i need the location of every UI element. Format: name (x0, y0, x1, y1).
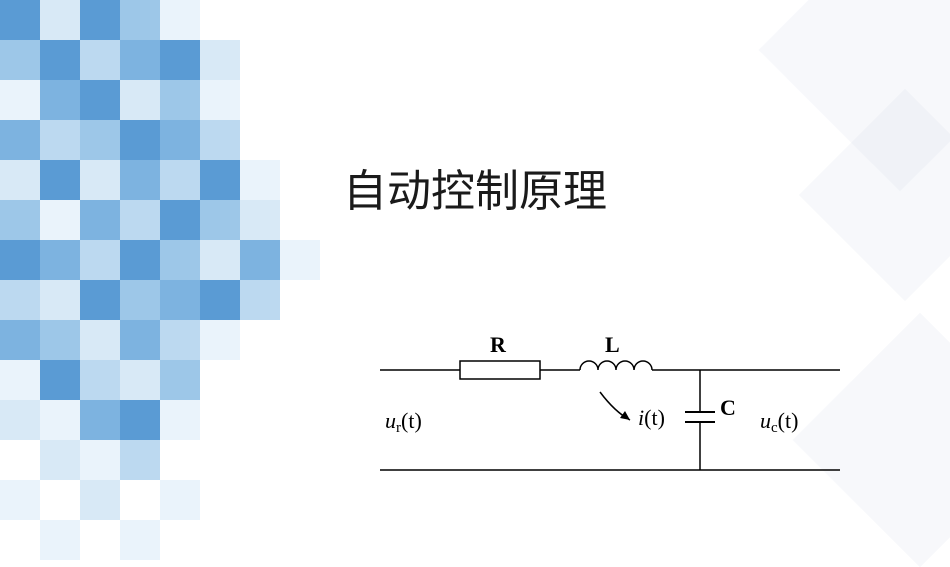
mosaic-tile (80, 320, 120, 360)
capacitor-label: C (720, 395, 736, 420)
mosaic-tile (80, 400, 120, 440)
mosaic-tile (160, 480, 200, 520)
mosaic-tile (40, 440, 80, 480)
mosaic-tile (80, 120, 120, 160)
mosaic-tile (160, 400, 200, 440)
mosaic-tile (160, 280, 200, 320)
mosaic-tile (200, 320, 240, 360)
mosaic-tile (120, 320, 160, 360)
mosaic-tile (160, 200, 200, 240)
output-voltage-label: uc(t) (760, 408, 798, 436)
mosaic-tile (240, 240, 280, 280)
mosaic-tile (80, 240, 120, 280)
mosaic-tile (80, 80, 120, 120)
current-label: i(t) (638, 405, 665, 430)
mosaic-tile (120, 0, 160, 40)
mosaic-tile (80, 440, 120, 480)
mosaic-tile (240, 280, 280, 320)
mosaic-tile (80, 0, 120, 40)
mosaic-tile (200, 120, 240, 160)
rlc-circuit-diagram: R L C i(t) ur(t) uc(t) (360, 330, 880, 490)
mosaic-tile (240, 160, 280, 200)
mosaic-tile (80, 200, 120, 240)
mosaic-tile (0, 80, 40, 120)
mosaic-tile (160, 40, 200, 80)
mosaic-tile (120, 360, 160, 400)
mosaic-tile (200, 160, 240, 200)
mosaic-tile (0, 120, 40, 160)
mosaic-tile (160, 360, 200, 400)
mosaic-tile (40, 520, 80, 560)
mosaic-tile (120, 80, 160, 120)
mosaic-tile (0, 320, 40, 360)
input-voltage-label: ur(t) (385, 408, 422, 436)
mosaic-tile (80, 360, 120, 400)
mosaic-tile (200, 200, 240, 240)
mosaic-tile (0, 160, 40, 200)
mosaic-tile (40, 360, 80, 400)
mosaic-tile (200, 80, 240, 120)
mosaic-tile (40, 320, 80, 360)
mosaic-tile (200, 40, 240, 80)
mosaic-tile (120, 240, 160, 280)
mosaic-tile (120, 400, 160, 440)
mosaic-tile (40, 400, 80, 440)
mosaic-tile (160, 80, 200, 120)
mosaic-tile (80, 280, 120, 320)
mosaic-tile (40, 80, 80, 120)
mosaic-tile (120, 40, 160, 80)
mosaic-tile (120, 200, 160, 240)
mosaic-tile (240, 200, 280, 240)
mosaic-tile (160, 320, 200, 360)
mosaic-tile (120, 160, 160, 200)
mosaic-tile (160, 0, 200, 40)
mosaic-tile (200, 280, 240, 320)
slide-title: 自动控制原理 (343, 155, 607, 219)
mosaic-tile (160, 120, 200, 160)
mosaic-tile (0, 480, 40, 520)
mosaic-tile (0, 0, 40, 40)
mosaic-tile (80, 160, 120, 200)
mosaic-tile (40, 0, 80, 40)
inductor-label: L (605, 332, 620, 357)
mosaic-tile (40, 160, 80, 200)
mosaic-tile (0, 280, 40, 320)
mosaic-tile (40, 200, 80, 240)
mosaic-tile (80, 40, 120, 80)
mosaic-tile (200, 240, 240, 280)
mosaic-tile (0, 240, 40, 280)
mosaic-tile (280, 240, 320, 280)
mosaic-background (0, 0, 400, 535)
mosaic-tile (0, 200, 40, 240)
mosaic-tile (120, 280, 160, 320)
mosaic-tile (120, 440, 160, 480)
resistor-label: R (490, 332, 507, 357)
mosaic-tile (40, 240, 80, 280)
mosaic-tile (160, 240, 200, 280)
mosaic-tile (160, 160, 200, 200)
mosaic-tile (120, 520, 160, 560)
mosaic-tile (0, 400, 40, 440)
mosaic-tile (40, 40, 80, 80)
mosaic-tile (40, 120, 80, 160)
mosaic-tile (120, 120, 160, 160)
mosaic-tile (0, 40, 40, 80)
mosaic-tile (40, 280, 80, 320)
mosaic-tile (0, 360, 40, 400)
mosaic-tile (80, 480, 120, 520)
